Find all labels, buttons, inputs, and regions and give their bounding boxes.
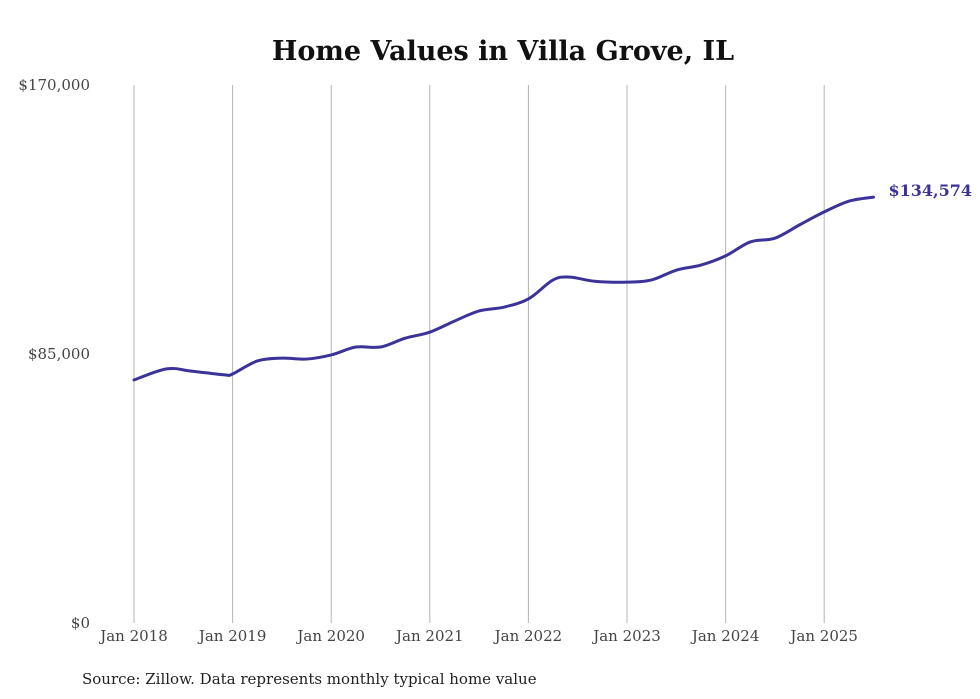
y-tick-label: $0 — [71, 614, 90, 632]
x-tick-label: Jan 2019 — [197, 627, 267, 645]
y-tick-label: $170,000 — [18, 76, 90, 94]
x-tick-label: Jan 2022 — [493, 627, 563, 645]
y-tick-label: $85,000 — [28, 345, 90, 363]
x-tick-label: Jan 2020 — [295, 627, 365, 645]
end-value-label: $134,574 — [889, 181, 973, 200]
chart-title: Home Values in Villa Grove, IL — [272, 36, 734, 67]
x-tick-label: Jan 2023 — [591, 627, 661, 645]
x-tick-label: Jan 2018 — [98, 627, 168, 645]
x-tick-label: Jan 2025 — [788, 627, 858, 645]
series-line — [132, 195, 875, 382]
x-tick-label: Jan 2024 — [690, 627, 760, 645]
x-tick-label: Jan 2021 — [394, 627, 464, 645]
source-note: Source: Zillow. Data represents monthly … — [82, 670, 537, 688]
